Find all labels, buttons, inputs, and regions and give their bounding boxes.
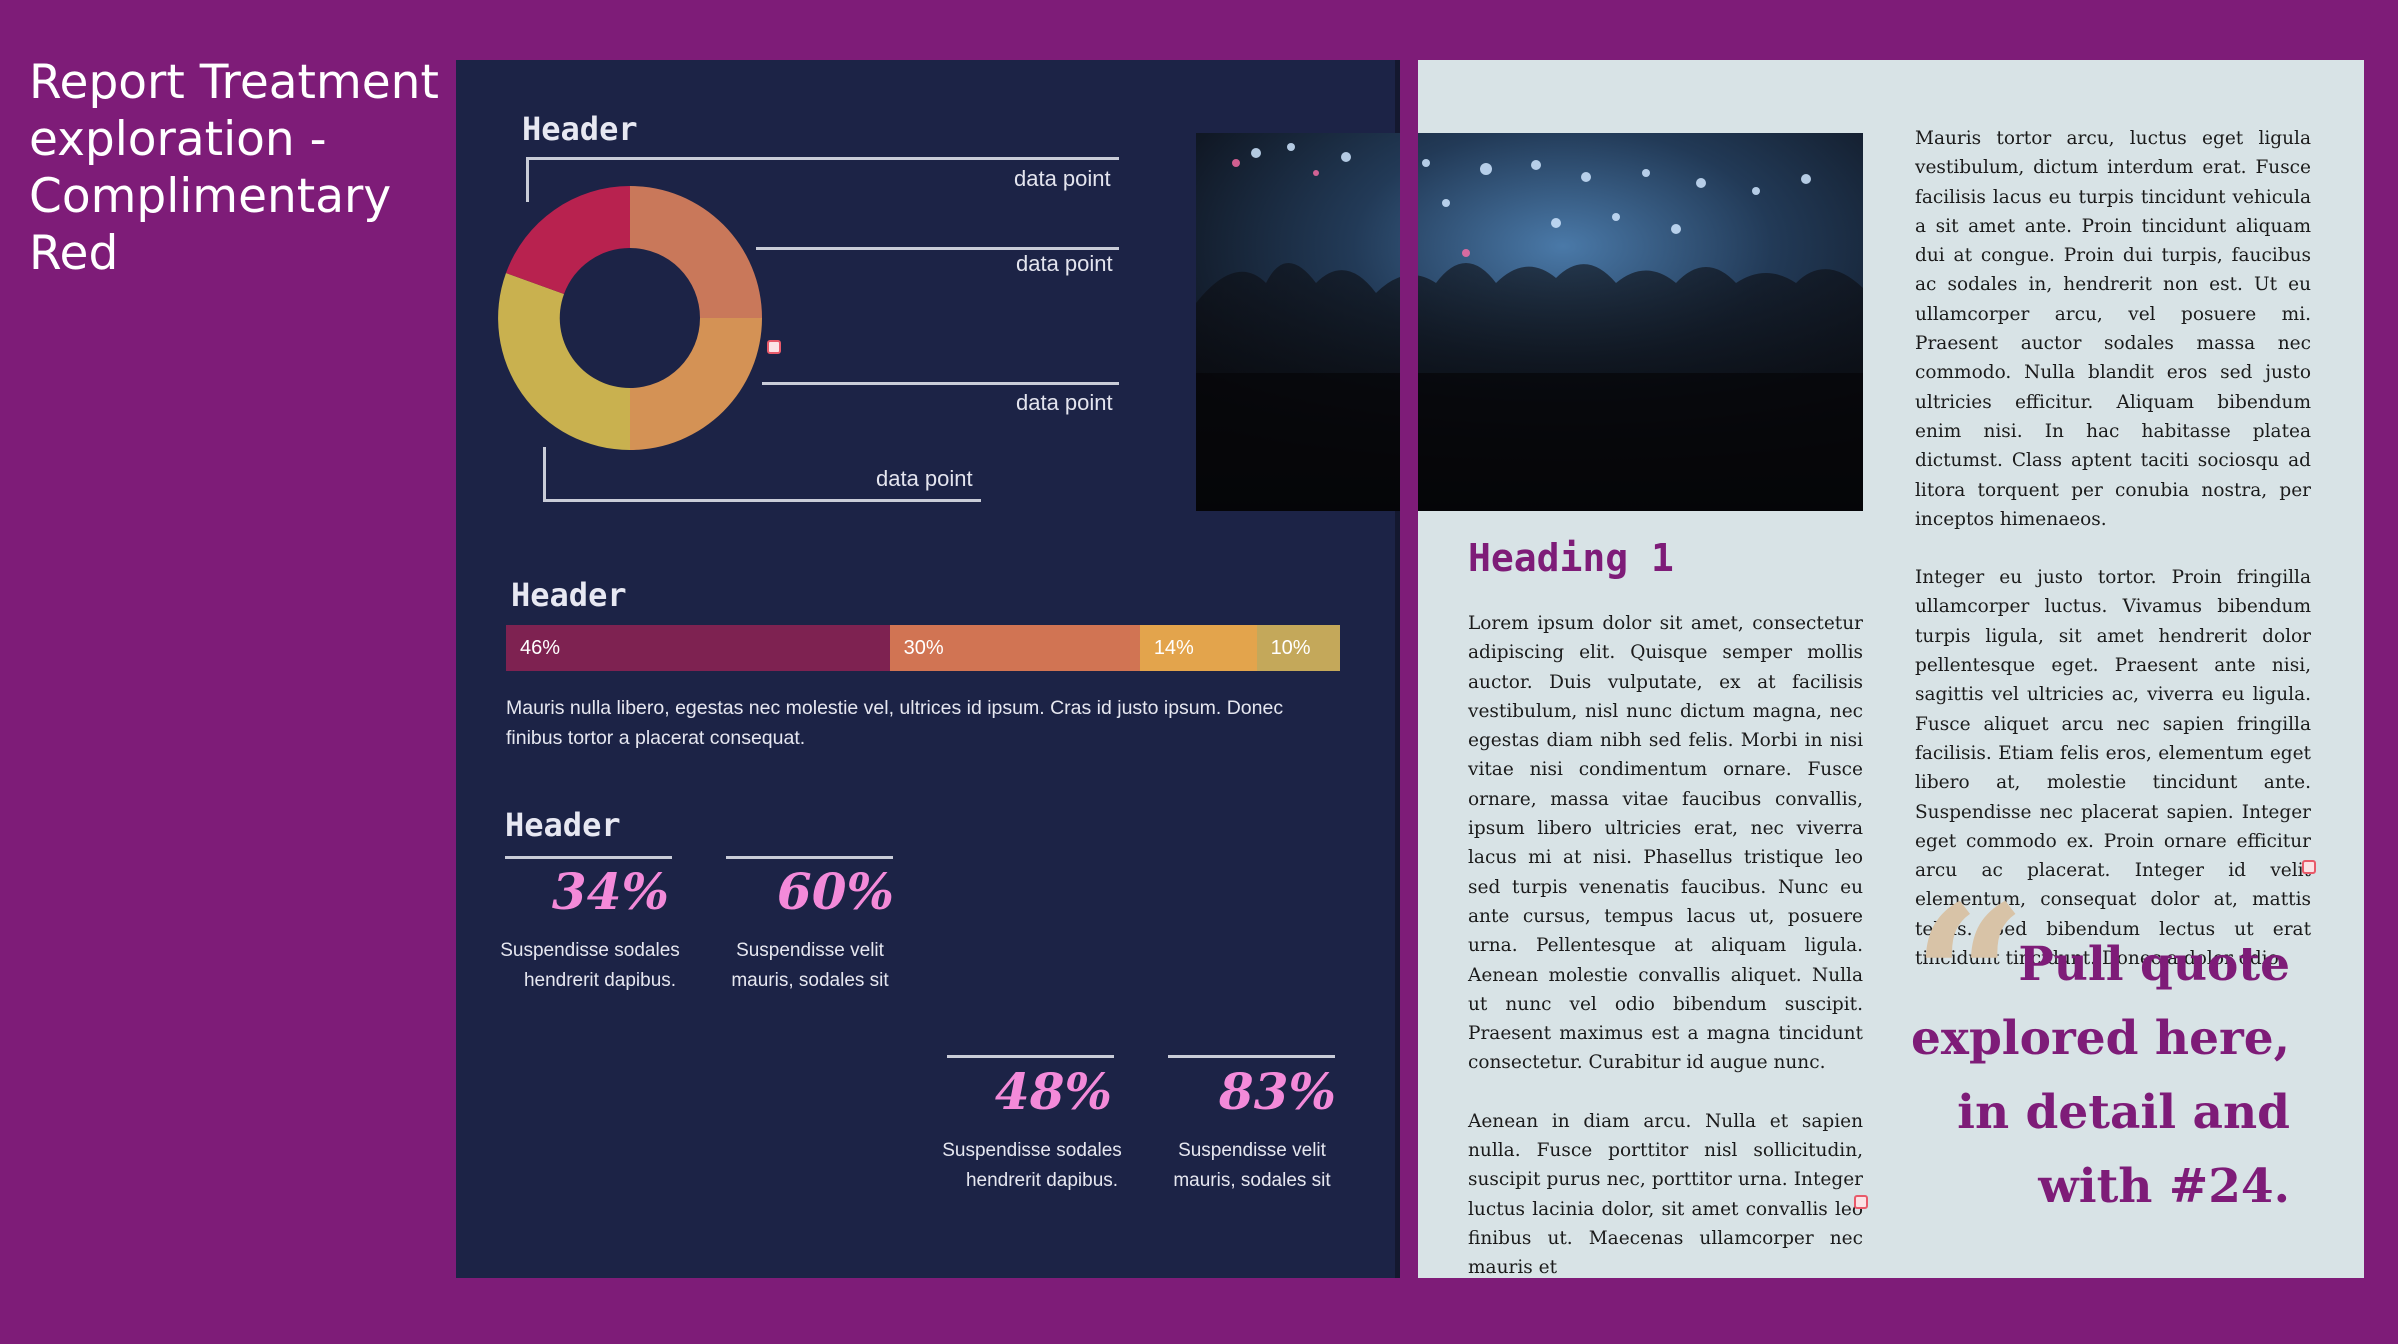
column-2-paragraph-1: Mauris tortor arcu, luctus eget ligula v… bbox=[1915, 128, 2311, 530]
leader-line-3 bbox=[762, 382, 1119, 385]
section-header-stats: Header bbox=[505, 806, 621, 844]
data-point-label-4: data point bbox=[876, 466, 973, 491]
stat-rule-1 bbox=[505, 856, 672, 859]
body-column-2: Mauris tortor arcu, luctus eget ligula v… bbox=[1915, 124, 2311, 1002]
stat-value-3: 48% bbox=[994, 1062, 1112, 1121]
data-point-label-1: data point bbox=[1014, 166, 1111, 191]
column-1-paragraph-1: Lorem ipsum dolor sit amet, consectetur … bbox=[1468, 613, 1863, 1074]
concert-photo-spread bbox=[1196, 133, 1863, 511]
donut-slice-4 bbox=[506, 186, 630, 294]
column-2-paragraph-2: Integer eu justo tortor. Proin fringilla… bbox=[1915, 567, 2311, 970]
body-column-1: Lorem ipsum dolor sit amet, consectetur … bbox=[1468, 609, 1863, 1312]
comment-icon-3[interactable] bbox=[2302, 860, 2316, 874]
donut-chart bbox=[498, 186, 762, 450]
section-header-donut: Header bbox=[522, 110, 638, 148]
bar-segment-4: 10% bbox=[1256, 625, 1340, 671]
stat-rule-3 bbox=[947, 1055, 1114, 1058]
bar-segment-2: 30% bbox=[889, 625, 1140, 671]
page-title: Report Treatment exploration - Complimen… bbox=[29, 55, 439, 281]
stacked-bar: 46% 30% 14% 10% bbox=[506, 625, 1340, 671]
column-1-paragraph-2: Aenean in diam arcu. Nulla et sapien nul… bbox=[1468, 1110, 1863, 1279]
stat-rule-4 bbox=[1168, 1055, 1335, 1058]
donut-slice-2 bbox=[630, 318, 762, 450]
page-edge bbox=[1395, 60, 1400, 1278]
bar-segment-1: 46% bbox=[506, 625, 890, 671]
quote-mark-icon: “ bbox=[1912, 862, 2028, 1097]
section-header-bar: Header bbox=[511, 576, 627, 614]
heading-1: Heading 1 bbox=[1468, 536, 1674, 580]
donut-slice-1 bbox=[630, 186, 762, 318]
leader-line-4 bbox=[543, 447, 981, 502]
page-gutter bbox=[1400, 133, 1418, 511]
stat-value-4: 83% bbox=[1218, 1062, 1336, 1121]
stat-value-2: 60% bbox=[776, 862, 894, 921]
stat-caption-4: Suspendisse velit mauris, sodales sit bbox=[1173, 1140, 1331, 1191]
stat-caption-1: Suspendisse sodales hendrerit dapibus. bbox=[500, 940, 680, 991]
stat-rule-2 bbox=[726, 856, 893, 859]
bar-segment-3: 14% bbox=[1139, 625, 1257, 671]
stat-value-1: 34% bbox=[551, 862, 669, 921]
comment-icon[interactable] bbox=[767, 340, 781, 354]
bar-description: Mauris nulla libero, egestas nec molesti… bbox=[506, 697, 1284, 749]
donut-slice-3 bbox=[498, 273, 630, 450]
comment-icon-2[interactable] bbox=[1854, 1195, 1868, 1209]
stat-caption-2: Suspendisse velit mauris, sodales sit bbox=[731, 940, 889, 991]
pull-quote: Pull quote explored here, in detail and … bbox=[1911, 937, 2290, 1214]
leader-line-1 bbox=[526, 157, 1119, 202]
data-point-label-3: data point bbox=[1016, 390, 1113, 415]
data-point-label-2: data point bbox=[1016, 251, 1113, 276]
stat-caption-3: Suspendisse sodales hendrerit dapibus. bbox=[942, 1140, 1122, 1191]
leader-line-2 bbox=[756, 247, 1119, 250]
